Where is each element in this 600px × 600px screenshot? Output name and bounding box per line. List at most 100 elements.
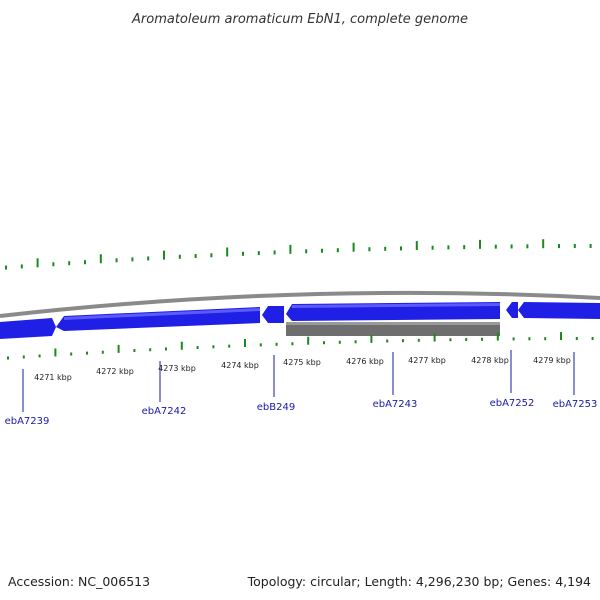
gc-tick: [68, 261, 71, 266]
gc-tick: [52, 262, 55, 267]
gc-tick: [558, 244, 560, 249]
gc-tick: [99, 254, 102, 264]
gene-highlight: [292, 303, 500, 308]
gene-label[interactable]: ebA7242: [142, 406, 187, 417]
backbone-track: [0, 290, 600, 318]
scale-tick-label: 4276 kbp: [346, 357, 384, 366]
gc-tick: [165, 347, 167, 351]
gc-tick: [400, 246, 402, 251]
gc-tick: [5, 265, 7, 270]
gray-feature-highlight: [286, 322, 500, 325]
gc-tick: [36, 258, 39, 268]
scale-tick-label: 4275 kbp: [283, 358, 321, 367]
gc-tick: [259, 343, 262, 347]
scale-tick-label: 4271 kbp: [34, 373, 72, 382]
lower-gc-track: [7, 332, 594, 360]
gene-arrow: [518, 302, 600, 319]
gc-tick: [560, 332, 562, 341]
gc-tick: [54, 348, 57, 357]
gc-tick: [370, 334, 373, 343]
gc-tick: [7, 356, 9, 360]
gc-tick: [449, 338, 452, 342]
gc-tick: [544, 337, 547, 341]
gc-tick: [101, 350, 104, 354]
gc-tick: [591, 337, 594, 341]
gene-arrow: [0, 318, 56, 339]
gc-tick: [528, 337, 531, 341]
gc-tick: [307, 336, 310, 345]
gc-tick: [22, 355, 25, 359]
gene-highlight: [64, 308, 260, 320]
gc-tick: [575, 337, 578, 341]
gc-tick: [494, 244, 497, 249]
gc-tick: [117, 344, 120, 353]
gc-tick: [352, 242, 355, 252]
gc-tick: [415, 241, 418, 251]
gene-label[interactable]: ebB249: [257, 402, 295, 413]
gene-track: [0, 302, 600, 339]
gene-arrow: [262, 306, 284, 323]
gc-tick: [305, 249, 308, 254]
gc-tick: [589, 244, 592, 249]
gc-tick: [354, 340, 357, 344]
gc-tick: [275, 342, 278, 346]
gc-tick: [257, 251, 260, 256]
scale-tick-label: 4272 kbp: [96, 367, 134, 376]
gc-tick: [210, 253, 213, 258]
gene-label[interactable]: ebA7239: [5, 416, 50, 427]
gc-tick: [510, 244, 513, 249]
gc-tick: [86, 351, 88, 355]
gc-tick: [384, 246, 387, 251]
gc-tick: [291, 342, 294, 346]
gene-label[interactable]: ebA7253: [553, 399, 598, 410]
gc-tick: [133, 349, 136, 353]
gc-tick: [336, 248, 339, 253]
gc-tick: [465, 337, 468, 341]
gc-tick: [196, 345, 199, 349]
gc-tick: [194, 253, 197, 258]
gc-tick: [273, 250, 276, 255]
gc-tick: [479, 239, 481, 249]
gray-feature: [286, 322, 500, 336]
gene-callouts: ebA7239 ebA7242 ebB249 ebA7243 ebA7252 ebA725…: [5, 350, 598, 427]
gc-tick: [323, 341, 325, 345]
gc-tick: [321, 248, 323, 253]
gc-tick: [70, 352, 73, 356]
gc-tick: [431, 245, 434, 250]
scale-tick-label: 4279 kbp: [533, 356, 571, 365]
upper-gc-track: [5, 239, 592, 270]
gc-tick: [402, 339, 404, 343]
accession-text: Accession: NC_006513: [8, 574, 150, 589]
gc-tick: [149, 348, 152, 352]
scale-tick-label: 4277 kbp: [408, 356, 446, 365]
scale-tick-label: 4278 kbp: [471, 356, 509, 365]
genome-summary-text: Topology: circular; Length: 4,296,230 bp…: [247, 574, 591, 589]
gc-tick: [147, 256, 150, 261]
gc-tick: [131, 257, 134, 262]
scale-labels: 4271 kbp 4272 kbp 4273 kbp 4274 kbp 4275 kbp…: [34, 356, 571, 382]
scale-tick-label: 4274 kbp: [221, 361, 259, 370]
gc-tick: [242, 251, 244, 256]
gc-tick: [289, 244, 292, 254]
gc-tick: [496, 332, 499, 341]
gc-tick: [417, 338, 420, 342]
gc-tick: [20, 264, 23, 269]
map-title: Aromatoleum aromaticum EbN1, complete ge…: [131, 12, 468, 27]
gene-arrow: [506, 302, 518, 318]
scale-tick-label: 4273 kbp: [158, 364, 196, 373]
gc-tick: [368, 247, 371, 252]
gene-label[interactable]: ebA7252: [490, 398, 535, 409]
gc-tick: [38, 354, 41, 358]
gc-tick: [542, 239, 545, 249]
gc-tick: [180, 341, 183, 350]
gc-tick: [212, 345, 215, 349]
gc-tick: [84, 260, 86, 265]
gc-tick: [463, 245, 466, 250]
gc-tick: [573, 244, 576, 249]
gc-tick: [244, 339, 246, 348]
gene-label[interactable]: ebA7243: [373, 399, 418, 410]
gc-tick: [115, 258, 118, 263]
gc-tick: [226, 247, 229, 257]
gc-tick: [338, 340, 341, 344]
